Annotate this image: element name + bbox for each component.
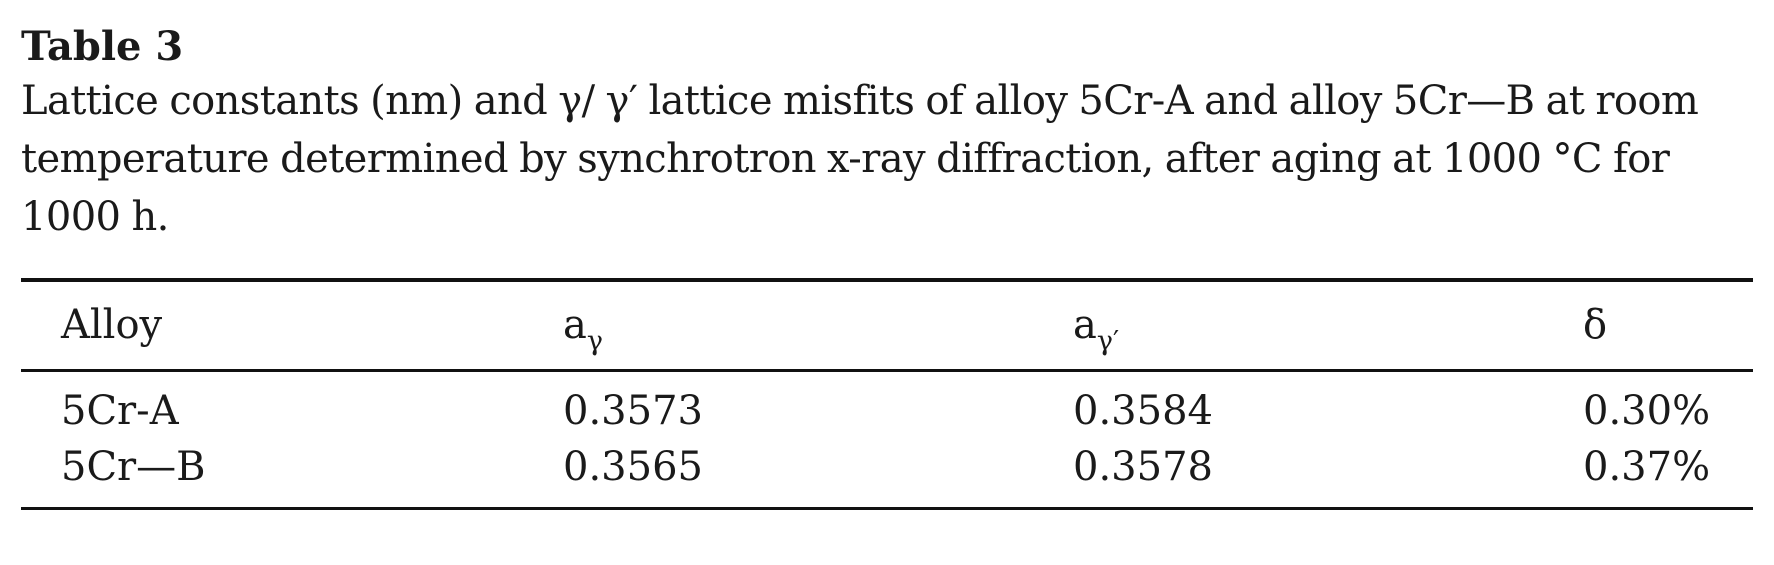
data-table: Alloy aγ aγ′ δ 5Cr-A 0.3573 0.3584 0.30%…	[21, 278, 1753, 510]
cell-alloy: 5Cr-A	[61, 388, 179, 434]
table-bottom-rule	[21, 507, 1753, 510]
cell-a-gamma-prime: 0.3584	[1073, 388, 1213, 434]
table-top-rule	[21, 278, 1753, 282]
table-caption-block: Table 3 Lattice constants (nm) and γ/ γ′…	[21, 22, 1753, 246]
cell-a-gamma: 0.3573	[563, 388, 703, 434]
cell-delta: 0.30%	[1583, 388, 1711, 434]
table-row: 5Cr-A 0.3573 0.3584 0.30%	[21, 383, 1753, 439]
cell-delta: 0.37%	[1583, 444, 1711, 490]
cell-a-gamma-prime: 0.3578	[1073, 444, 1213, 490]
header-alloy: Alloy	[61, 302, 163, 348]
table-header-rule	[21, 369, 1753, 372]
cell-a-gamma: 0.3565	[563, 444, 703, 490]
table-caption: Lattice constants (nm) and γ/ γ′ lattice…	[21, 78, 1699, 240]
header-a-gamma-base: a	[563, 302, 587, 348]
header-a-gamma-prime: aγ′	[1073, 282, 1119, 369]
cell-alloy: 5Cr—B	[61, 444, 206, 490]
header-a-gamma-subscript: γ	[586, 326, 603, 357]
table-header-row: Alloy aγ aγ′ δ	[21, 282, 1753, 369]
table-row: 5Cr—B 0.3565 0.3578 0.37%	[21, 439, 1753, 495]
header-a-gamma: aγ	[563, 282, 603, 369]
header-a-gamma-prime-base: a	[1073, 302, 1097, 348]
header-a-gamma-prime-subscript: γ′	[1096, 326, 1120, 357]
header-delta: δ	[1583, 302, 1608, 348]
table-label: Table 3	[21, 23, 184, 70]
